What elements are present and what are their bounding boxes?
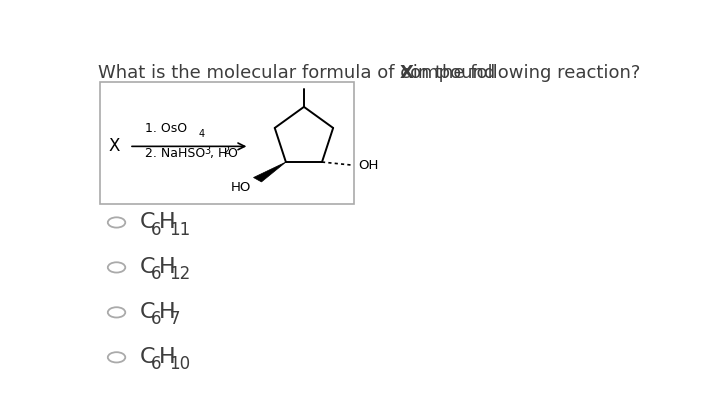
Text: H: H xyxy=(159,257,176,277)
Text: 11: 11 xyxy=(169,221,191,239)
Text: OH: OH xyxy=(358,159,379,172)
Text: 1. OsO: 1. OsO xyxy=(145,122,188,135)
Text: C: C xyxy=(140,347,156,367)
Text: O: O xyxy=(228,147,238,160)
Text: 2. NaHSO: 2. NaHSO xyxy=(145,147,206,160)
Text: 10: 10 xyxy=(169,355,190,373)
Text: in the following reaction?: in the following reaction? xyxy=(407,65,640,83)
Text: HO: HO xyxy=(231,181,251,194)
Text: C: C xyxy=(140,257,156,277)
Text: 3: 3 xyxy=(204,146,211,156)
Text: 6: 6 xyxy=(151,221,161,239)
Text: 6: 6 xyxy=(151,266,161,284)
Text: H: H xyxy=(159,213,176,232)
Text: 2: 2 xyxy=(223,146,229,156)
Bar xyxy=(100,82,354,204)
Text: 7: 7 xyxy=(169,310,180,329)
Text: X: X xyxy=(400,65,414,83)
Text: H: H xyxy=(159,347,176,367)
Text: C: C xyxy=(140,302,156,322)
Text: , H: , H xyxy=(210,147,227,160)
Text: 12: 12 xyxy=(169,266,191,284)
Text: 6: 6 xyxy=(151,310,161,329)
Text: 4: 4 xyxy=(199,129,205,139)
Text: X: X xyxy=(109,137,121,156)
Text: What is the molecular formula of compound: What is the molecular formula of compoun… xyxy=(98,65,501,83)
Text: H: H xyxy=(159,302,176,322)
Text: C: C xyxy=(140,213,156,232)
Text: 6: 6 xyxy=(151,355,161,373)
Polygon shape xyxy=(254,162,286,182)
